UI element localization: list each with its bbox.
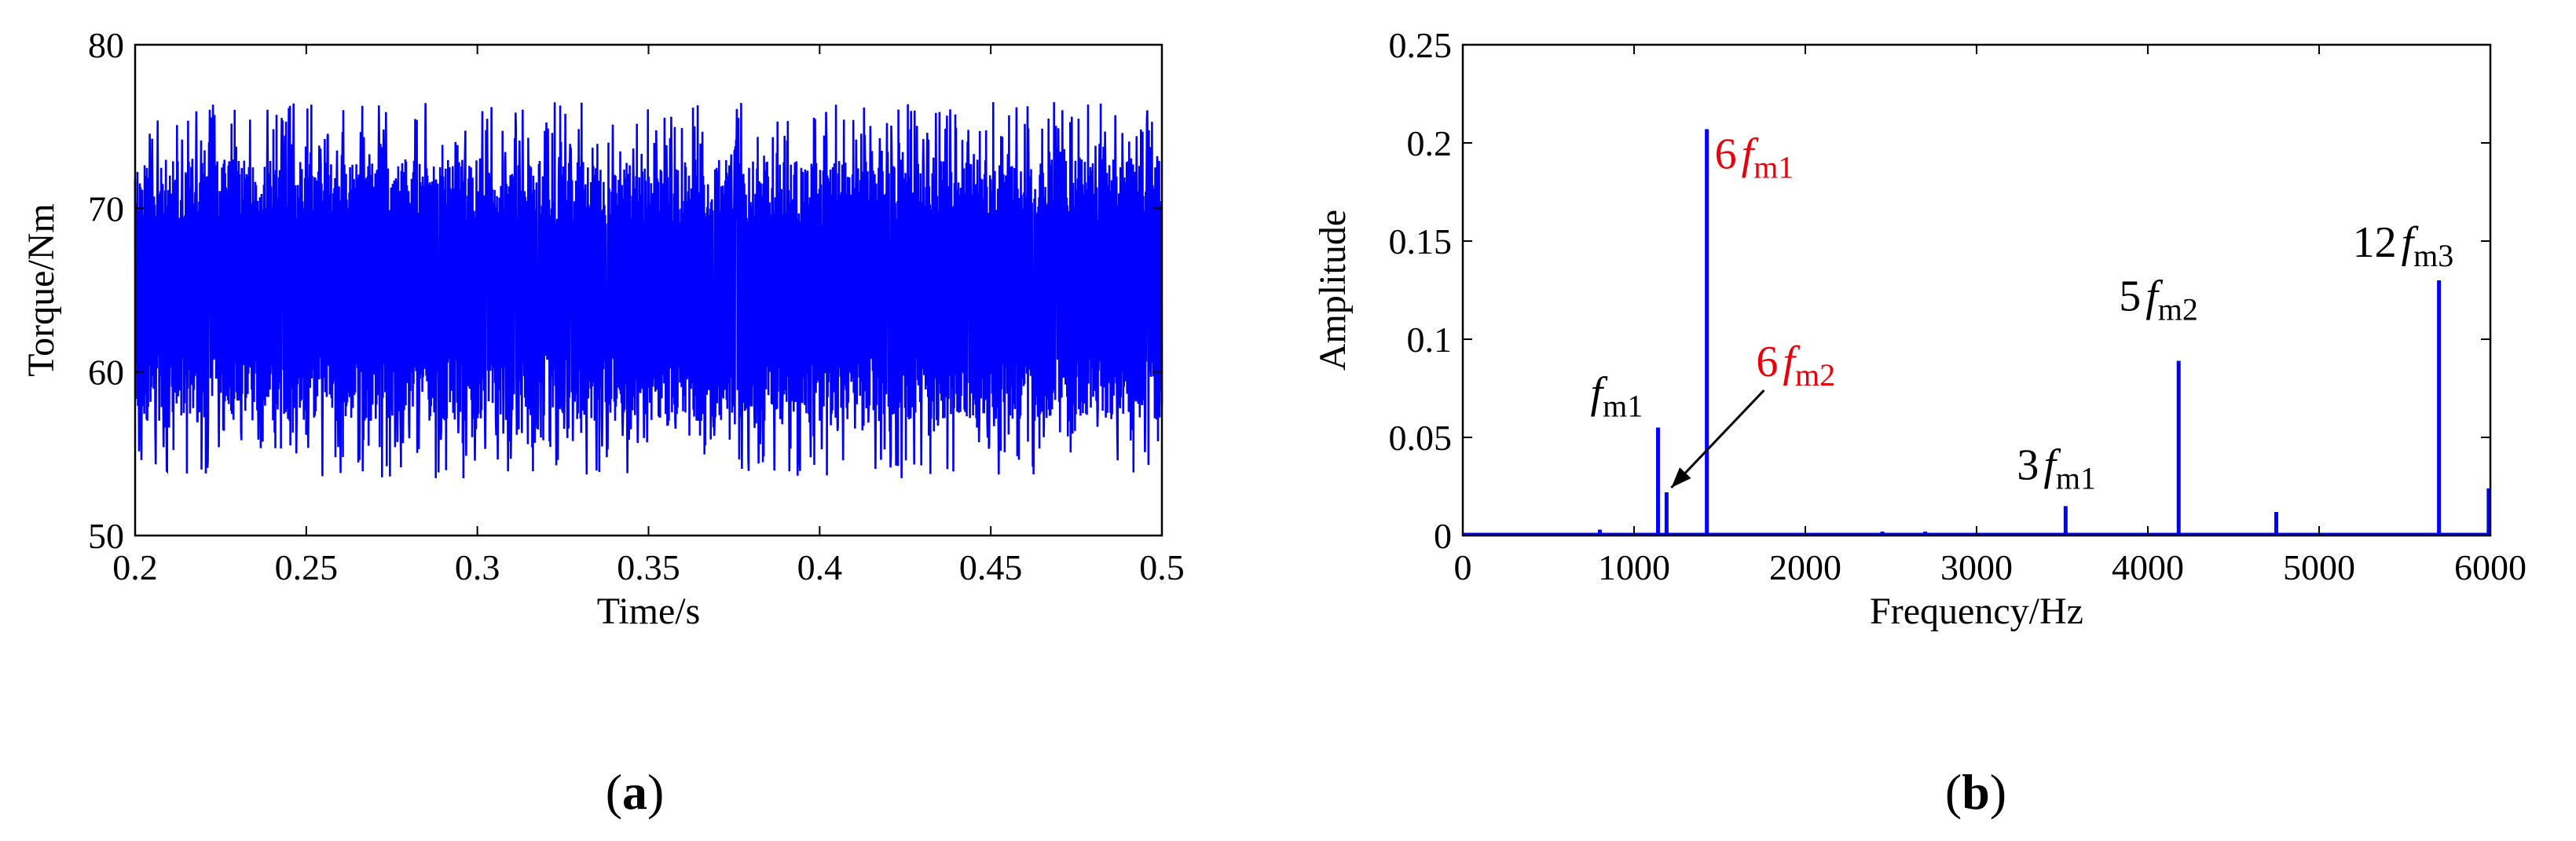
annotation-subscript: m1	[1753, 150, 1794, 185]
x-tick-label: 0.2	[112, 547, 158, 587]
annotation-subscript: m1	[2056, 461, 2096, 496]
x-tick-label: 3000	[1940, 547, 2013, 587]
annotation-subscript: m1	[1603, 389, 1643, 424]
peak-annotation: fm1	[1591, 369, 1643, 424]
panel-label-open: (	[1945, 764, 1962, 820]
x-tick-label: 0.25	[275, 547, 339, 587]
peak-annotation: 12 fm3	[2353, 218, 2454, 273]
y-tick-label: 0.05	[1389, 418, 1453, 458]
annotation-subscript: m3	[2413, 238, 2453, 273]
y-tick-label: 60	[88, 353, 124, 393]
y-tick-label: 0.15	[1389, 221, 1453, 261]
chart-a-axes: 0.2 0.25 0.3 0.35 0.4 0.45 0.5 50 60 70 80 Time/s To…	[20, 25, 1185, 820]
x-tick-label: 1000	[1598, 547, 1670, 587]
annotation-coefficient: 6	[1756, 338, 1778, 386]
peak-annotation: 6 fm2	[1756, 338, 1835, 393]
x-tick-label: 0.3	[455, 547, 500, 587]
peak-annotation: 5 fm2	[2119, 272, 2198, 327]
chart-b-plot-frame	[1461, 43, 2492, 537]
panel-label-letter: b	[1962, 764, 1990, 820]
panel-label: (b)	[1945, 764, 2006, 820]
panel-label-open: (	[606, 764, 622, 820]
peak-annotation: 3 fm1	[2017, 441, 2096, 496]
x-axis-label: Time/s	[597, 591, 701, 632]
y-tick-label: 0.25	[1389, 25, 1453, 65]
torque-series-line	[134, 102, 1163, 479]
annotation-coefficient: 5	[2119, 272, 2141, 321]
x-tick-label: 0.45	[959, 547, 1023, 587]
x-tick-label: 0.4	[797, 547, 843, 587]
y-axis-label: Amplitude	[1312, 210, 1354, 371]
y-tick-label: 70	[88, 188, 124, 229]
panel-label-close: )	[1990, 764, 2006, 820]
x-tick-label: 0.35	[617, 547, 680, 587]
annotation-coefficient: 6	[1715, 130, 1737, 179]
y-axis-label: Torque/Nm	[20, 203, 62, 377]
x-tick-label: 5000	[2283, 547, 2355, 587]
x-axis-label: Frequency/Hz	[1870, 591, 2083, 632]
peak-annotation: 6 fm1	[1715, 130, 1794, 185]
x-tick-label: 2000	[1769, 547, 1841, 587]
annotation-coefficient: 12	[2353, 218, 2397, 267]
y-tick-label: 80	[88, 25, 124, 65]
x-tick-label: 0	[1454, 547, 1472, 587]
annotation-subscript: m2	[1795, 357, 1835, 393]
y-tick-label: 0.2	[1407, 123, 1453, 163]
x-tick-label: 0.5	[1139, 547, 1185, 587]
panel-label-letter: a	[622, 764, 647, 820]
annotation-subscript: m2	[2158, 292, 2198, 327]
y-tick-label: 50	[88, 516, 124, 556]
panel-label: (a)	[606, 764, 665, 820]
annotation-coefficient: 3	[2017, 441, 2039, 490]
panel-label-close: )	[647, 764, 664, 820]
chart-b-axes: 0 1000 2000 3000 4000 5000 6000 0 0.05 0.1 0.15 0.2…	[1312, 25, 2527, 820]
annotation-arrow-line	[1670, 389, 1765, 489]
y-tick-label: 0.1	[1407, 320, 1453, 360]
annotation-arrow-head	[1671, 467, 1691, 488]
y-tick-label: 0	[1434, 516, 1452, 556]
x-tick-label: 4000	[2112, 547, 2184, 587]
x-tick-label: 6000	[2454, 547, 2527, 587]
